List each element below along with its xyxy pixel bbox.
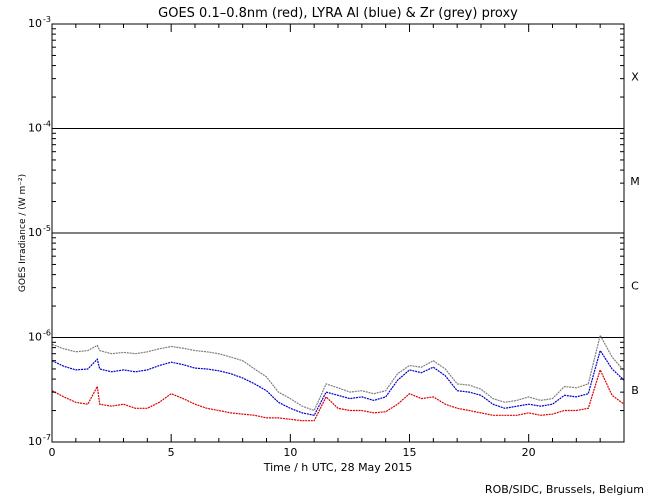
y-tick-exp-4: -3 (43, 15, 51, 24)
y-tick-label-0: 10 (28, 435, 42, 448)
y-tick-label-3: 10 (28, 122, 42, 135)
chart-title: GOES 0.1–0.8nm (red), LYRA Al (blue) & Z… (158, 6, 518, 21)
y-tick-exp-1: -6 (43, 329, 51, 338)
y-tick-exp-2: -5 (43, 224, 51, 233)
credit-text: ROB/SIDC, Brussels, Belgium (485, 483, 644, 496)
x-tick-label-10: 10 (283, 446, 297, 459)
flare-class-X: X (631, 70, 639, 83)
series-line-0 (51, 333, 625, 412)
series-line-2 (51, 368, 625, 422)
y-tick-label-4: 10 (28, 17, 42, 30)
series-line-1 (51, 349, 625, 416)
y-tick-label-2: 10 (28, 226, 42, 239)
flare-class-M: M (630, 175, 640, 188)
flare-class-B: B (631, 384, 639, 397)
x-tick-label-15: 15 (403, 446, 417, 459)
y-tick-exp-3: -4 (43, 120, 51, 129)
y-tick-label-1: 10 (28, 331, 42, 344)
x-tick-label-5: 5 (168, 446, 175, 459)
x-tick-label-0: 0 (49, 446, 56, 459)
y-axis-label: GOES Irradiance / (W m⁻²) (18, 174, 28, 292)
y-tick-exp-0: -7 (43, 433, 51, 442)
x-tick-label-20: 20 (522, 446, 536, 459)
x-axis-label: Time / h UTC, 28 May 2015 (263, 461, 413, 474)
flare-class-C: C (631, 279, 639, 292)
